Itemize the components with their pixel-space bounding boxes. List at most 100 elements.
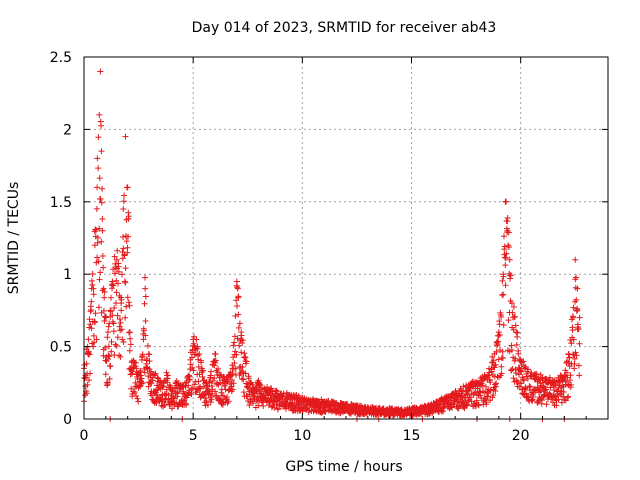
data-point [256, 380, 263, 387]
data-point [353, 402, 360, 409]
data-point [116, 352, 123, 359]
data-point [490, 357, 497, 364]
data-point [215, 365, 222, 372]
data-point [88, 277, 95, 284]
data-point [118, 300, 125, 307]
data-point [492, 361, 499, 368]
data-point [508, 347, 515, 354]
data-point [520, 377, 527, 384]
data-point [193, 344, 200, 351]
data-point [120, 198, 127, 205]
data-point [468, 382, 475, 389]
data-point [500, 233, 507, 240]
data-point [155, 375, 162, 382]
data-point [179, 384, 186, 391]
data-point [95, 258, 102, 265]
data-point [242, 370, 249, 377]
data-point [211, 375, 218, 382]
data-point [190, 340, 197, 347]
data-point [502, 262, 509, 269]
data-point [209, 377, 216, 384]
data-point [571, 355, 578, 362]
data-point [113, 256, 120, 263]
data-point [512, 322, 519, 329]
data-point [148, 380, 155, 387]
data-point [122, 265, 129, 272]
data-point [491, 350, 498, 357]
data-point [464, 401, 471, 408]
data-point [542, 386, 549, 393]
data-point [90, 291, 97, 298]
data-point [108, 338, 115, 345]
data-point [106, 375, 113, 382]
data-point [100, 307, 107, 314]
data-point [113, 343, 120, 350]
data-point [513, 377, 520, 384]
data-point [538, 397, 545, 404]
data-point [245, 384, 252, 391]
data-point [229, 377, 236, 384]
chart-title: Day 014 of 2023, SRMTID for receiver ab4… [192, 20, 497, 36]
data-point [90, 343, 97, 350]
data-point [195, 378, 202, 385]
data-point [189, 385, 196, 392]
data-point [487, 379, 494, 386]
data-point [234, 285, 241, 292]
data-point [84, 381, 91, 388]
data-point [96, 225, 103, 232]
x-tick-label: 5 [189, 428, 198, 444]
data-point [98, 148, 105, 155]
data-point [235, 294, 242, 301]
data-point [568, 340, 575, 347]
data-point [500, 321, 507, 328]
data-point [238, 375, 245, 382]
data-point [218, 389, 225, 396]
data-point [190, 336, 197, 343]
data-point [199, 373, 206, 380]
data-point [100, 264, 107, 271]
data-point [267, 391, 274, 398]
data-point [572, 256, 579, 263]
data-point [232, 313, 239, 320]
data-point [569, 327, 576, 334]
data-point [138, 375, 145, 382]
data-point [145, 383, 152, 390]
data-point [364, 404, 371, 411]
data-point [570, 314, 577, 321]
data-point [235, 293, 242, 300]
data-point [206, 378, 213, 385]
data-point [502, 198, 509, 205]
data-point [570, 304, 577, 311]
data-point [514, 329, 521, 336]
data-point [537, 388, 544, 395]
data-point [575, 362, 582, 369]
data-point [216, 396, 223, 403]
data-point [120, 245, 127, 252]
data-point [573, 296, 580, 303]
data-point [575, 325, 582, 332]
data-point [89, 271, 96, 278]
data-point [142, 332, 149, 339]
data-point [144, 342, 151, 349]
data-point [126, 302, 133, 309]
data-point [543, 401, 550, 408]
data-point [506, 256, 513, 263]
data-point [570, 336, 577, 343]
data-point [246, 379, 253, 386]
data-point [92, 319, 99, 326]
data-point [131, 389, 138, 396]
data-point [513, 341, 520, 348]
data-point [229, 365, 236, 372]
data-point [397, 407, 404, 414]
data-point [127, 335, 134, 342]
data-point [87, 321, 94, 328]
data-point [489, 353, 496, 360]
data-point [573, 274, 580, 281]
data-point [91, 318, 98, 325]
data-point [93, 336, 100, 343]
data-point [508, 367, 515, 374]
data-point [104, 382, 111, 389]
data-point [441, 395, 448, 402]
data-point [90, 332, 97, 339]
